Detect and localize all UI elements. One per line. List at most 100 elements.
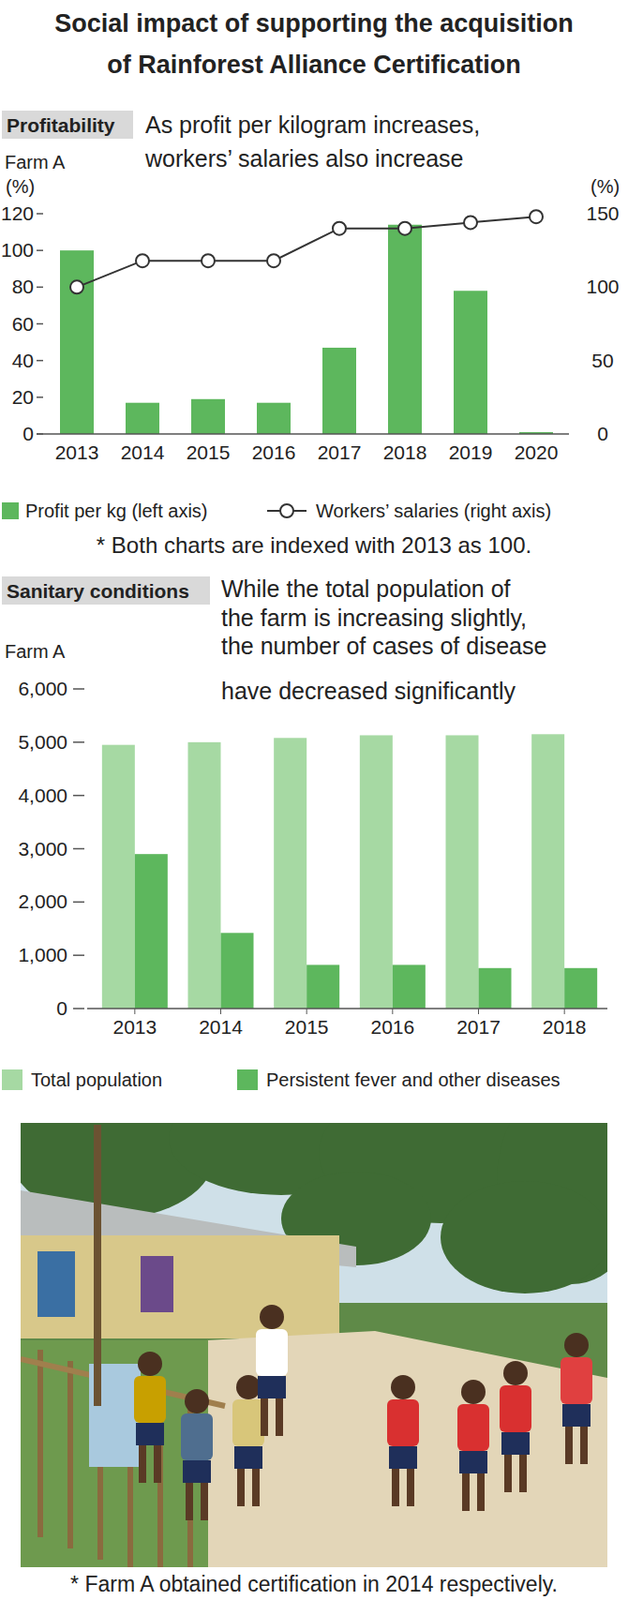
y-tick-label: 2,000 <box>17 890 68 913</box>
salary-point <box>267 254 281 268</box>
y-tick <box>73 741 85 744</box>
person-head <box>461 1379 486 1405</box>
x-tick-label: 2015 <box>284 1016 329 1038</box>
person-shorts <box>135 1422 165 1446</box>
y-tick <box>36 323 44 326</box>
person-leg <box>252 1468 260 1507</box>
y-tick-label: 3,000 <box>17 837 68 860</box>
x-tick-label: 2019 <box>448 441 494 464</box>
y-tick-label: 5,000 <box>17 731 68 753</box>
tree <box>440 1181 608 1294</box>
x-axis <box>36 433 569 435</box>
person-body <box>457 1404 490 1451</box>
y-tick-label: 20 <box>12 386 34 408</box>
legend-swatch <box>1 502 19 520</box>
bar <box>392 964 426 1009</box>
title: Social impact of supporting the acquisit… <box>54 9 574 38</box>
x-tick <box>391 1008 393 1015</box>
salary-point <box>332 222 346 236</box>
y-tick <box>73 954 85 957</box>
fence-post <box>67 1360 74 1549</box>
y-tick-label: 100 <box>0 239 34 261</box>
y-tick-label: 60 <box>12 313 34 335</box>
plot-marks <box>59 209 554 434</box>
photo-scene <box>20 1122 608 1568</box>
tag-box <box>1 110 134 139</box>
person-leg <box>237 1468 245 1507</box>
photo <box>9 1077 628 1594</box>
legend-swatch <box>1 1069 23 1091</box>
x-tick-label: 2018 <box>383 441 428 464</box>
y-tick <box>36 212 44 215</box>
bar <box>564 968 598 1009</box>
person-leg <box>200 1482 209 1521</box>
person-head <box>184 1389 210 1414</box>
bar <box>388 224 422 434</box>
person-head <box>137 1351 163 1376</box>
x-tick-label: 2014 <box>198 1016 243 1038</box>
person-leg <box>260 1398 269 1436</box>
legend-label: Profit per kg (left axis) <box>25 500 209 522</box>
person-shorts <box>234 1446 263 1469</box>
person-leg <box>185 1482 194 1521</box>
x-tick <box>478 1008 479 1015</box>
person-body <box>499 1385 532 1433</box>
bar <box>446 734 479 1009</box>
y-tick <box>36 286 44 289</box>
x-tick-label: 2016 <box>370 1016 415 1038</box>
person-shorts <box>562 1404 591 1427</box>
legend-label: Total population <box>30 1069 163 1091</box>
bar <box>453 290 488 434</box>
person-body <box>255 1329 288 1376</box>
salary-point <box>529 209 543 224</box>
subtitle: While the total population of <box>221 575 511 602</box>
x-tick <box>564 1008 566 1015</box>
salary-point <box>201 254 215 268</box>
y2-axis-unit: (%) <box>590 176 620 197</box>
y-tick <box>73 1007 85 1010</box>
x-tick-label: 2013 <box>112 1016 157 1038</box>
x-axis <box>87 1007 608 1010</box>
x-tick <box>220 1008 222 1015</box>
bar <box>322 347 357 434</box>
person-shorts <box>182 1460 211 1483</box>
title: of Rainforest Alliance Certification <box>106 50 522 79</box>
bar <box>531 733 565 1009</box>
tag-box <box>1 576 210 605</box>
bar <box>134 853 168 1009</box>
person-shorts <box>501 1432 530 1455</box>
subtitle: workers’ salaries also increase <box>144 145 464 172</box>
person-head <box>390 1375 416 1400</box>
salary-point <box>70 280 84 294</box>
y2-tick-label: 150 <box>585 202 619 225</box>
y-axis-unit: (%) <box>5 176 35 197</box>
y2-tick <box>568 359 575 361</box>
door <box>37 1251 75 1317</box>
legend-label: Persistent fever and other diseases <box>266 1069 561 1091</box>
person-head <box>259 1304 285 1330</box>
chart-profitability: ProfitabilityAs profit per kilogram incr… <box>0 110 620 558</box>
person-leg <box>275 1398 284 1436</box>
y-tick <box>36 249 44 252</box>
legend-swatch <box>237 1069 258 1091</box>
person-body <box>560 1357 593 1405</box>
farm-label: Farm A <box>4 641 66 662</box>
y2-tick <box>568 433 575 435</box>
bar <box>102 745 135 1009</box>
y-tick-label: 40 <box>12 349 34 372</box>
person-leg <box>565 1426 573 1465</box>
person-leg <box>138 1445 147 1483</box>
note: * Both charts are indexed with 2013 as 1… <box>96 532 532 558</box>
bar <box>359 734 393 1009</box>
salary-point <box>463 215 478 229</box>
garden <box>20 1340 209 1568</box>
person-head <box>503 1360 528 1386</box>
pole <box>93 1124 102 1406</box>
bar <box>188 742 222 1009</box>
person-shorts <box>459 1450 488 1474</box>
x-tick-label: 2016 <box>252 441 297 464</box>
page: Social impact of supporting the acquisit… <box>0 0 628 1600</box>
subtitle: the farm is increasing slightly, <box>221 604 527 631</box>
house-wall <box>20 1235 340 1339</box>
person-leg <box>153 1445 162 1483</box>
